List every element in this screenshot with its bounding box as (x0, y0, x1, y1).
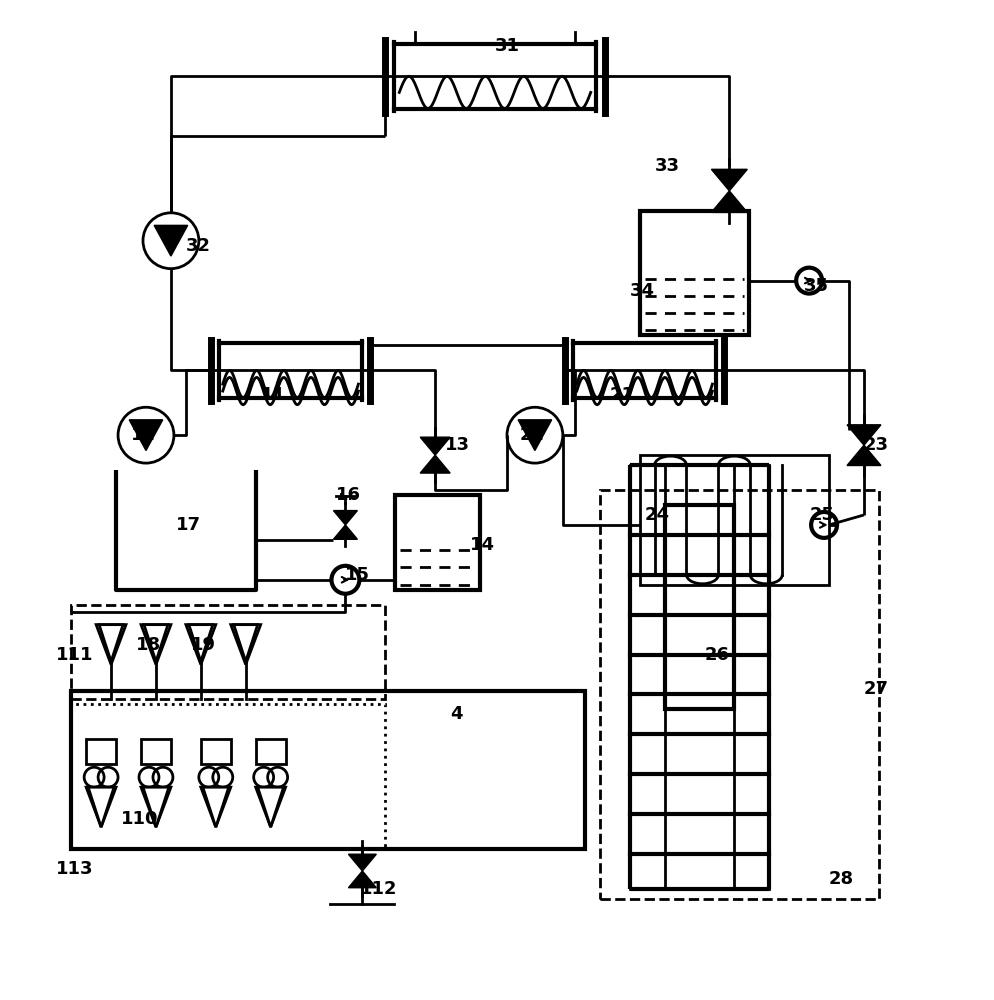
Text: 32: 32 (186, 237, 211, 255)
Polygon shape (333, 511, 357, 525)
Bar (72, 605, 385, 699)
Polygon shape (257, 787, 283, 827)
Polygon shape (348, 871, 376, 888)
Bar (72, 691, 584, 849)
Text: 4: 4 (449, 705, 462, 723)
Polygon shape (234, 625, 257, 662)
Polygon shape (846, 425, 880, 445)
Polygon shape (88, 787, 114, 827)
Text: 22: 22 (520, 426, 545, 444)
Polygon shape (186, 625, 216, 665)
Polygon shape (141, 787, 171, 827)
Text: 23: 23 (863, 436, 888, 454)
Polygon shape (203, 787, 229, 827)
Polygon shape (419, 455, 449, 473)
Polygon shape (348, 854, 376, 871)
Polygon shape (333, 525, 357, 539)
Text: 16: 16 (335, 486, 360, 504)
Text: 110: 110 (121, 810, 158, 828)
Bar (664, 505, 734, 709)
Polygon shape (96, 625, 126, 665)
Text: 24: 24 (644, 506, 669, 524)
Bar (639, 211, 748, 335)
Bar (639, 455, 828, 585)
Polygon shape (154, 225, 188, 256)
Text: 25: 25 (808, 506, 833, 524)
Bar (395, 495, 479, 590)
Text: 35: 35 (803, 277, 828, 295)
Text: 34: 34 (629, 282, 654, 300)
Polygon shape (231, 625, 260, 665)
Text: 14: 14 (469, 536, 495, 554)
Polygon shape (129, 420, 163, 451)
Polygon shape (143, 787, 169, 827)
Text: 21: 21 (609, 386, 634, 404)
Text: 113: 113 (57, 860, 93, 878)
Polygon shape (201, 787, 231, 827)
Polygon shape (144, 625, 168, 662)
Text: 28: 28 (828, 870, 853, 888)
Text: 112: 112 (360, 880, 398, 898)
Polygon shape (141, 625, 171, 665)
Polygon shape (86, 787, 116, 827)
Text: 33: 33 (654, 157, 679, 175)
Polygon shape (518, 420, 551, 451)
Text: 18: 18 (136, 636, 161, 654)
Polygon shape (255, 787, 285, 827)
Polygon shape (419, 437, 449, 455)
Text: 27: 27 (863, 680, 888, 698)
Bar (599, 490, 878, 899)
Bar (255, 739, 285, 764)
Text: 12: 12 (131, 426, 156, 444)
Polygon shape (846, 445, 880, 465)
Text: 26: 26 (704, 646, 729, 664)
Bar (201, 739, 231, 764)
Text: 17: 17 (176, 516, 201, 534)
Bar (86, 739, 116, 764)
Bar (72, 704, 385, 849)
Bar (141, 739, 171, 764)
Text: 11: 11 (260, 386, 285, 404)
Text: 31: 31 (494, 37, 520, 55)
Text: 111: 111 (57, 646, 93, 664)
Polygon shape (711, 191, 746, 212)
Text: 13: 13 (444, 436, 470, 454)
Polygon shape (189, 625, 213, 662)
Text: 15: 15 (345, 566, 370, 584)
Polygon shape (99, 625, 123, 662)
Polygon shape (711, 169, 746, 191)
Text: 19: 19 (191, 636, 216, 654)
